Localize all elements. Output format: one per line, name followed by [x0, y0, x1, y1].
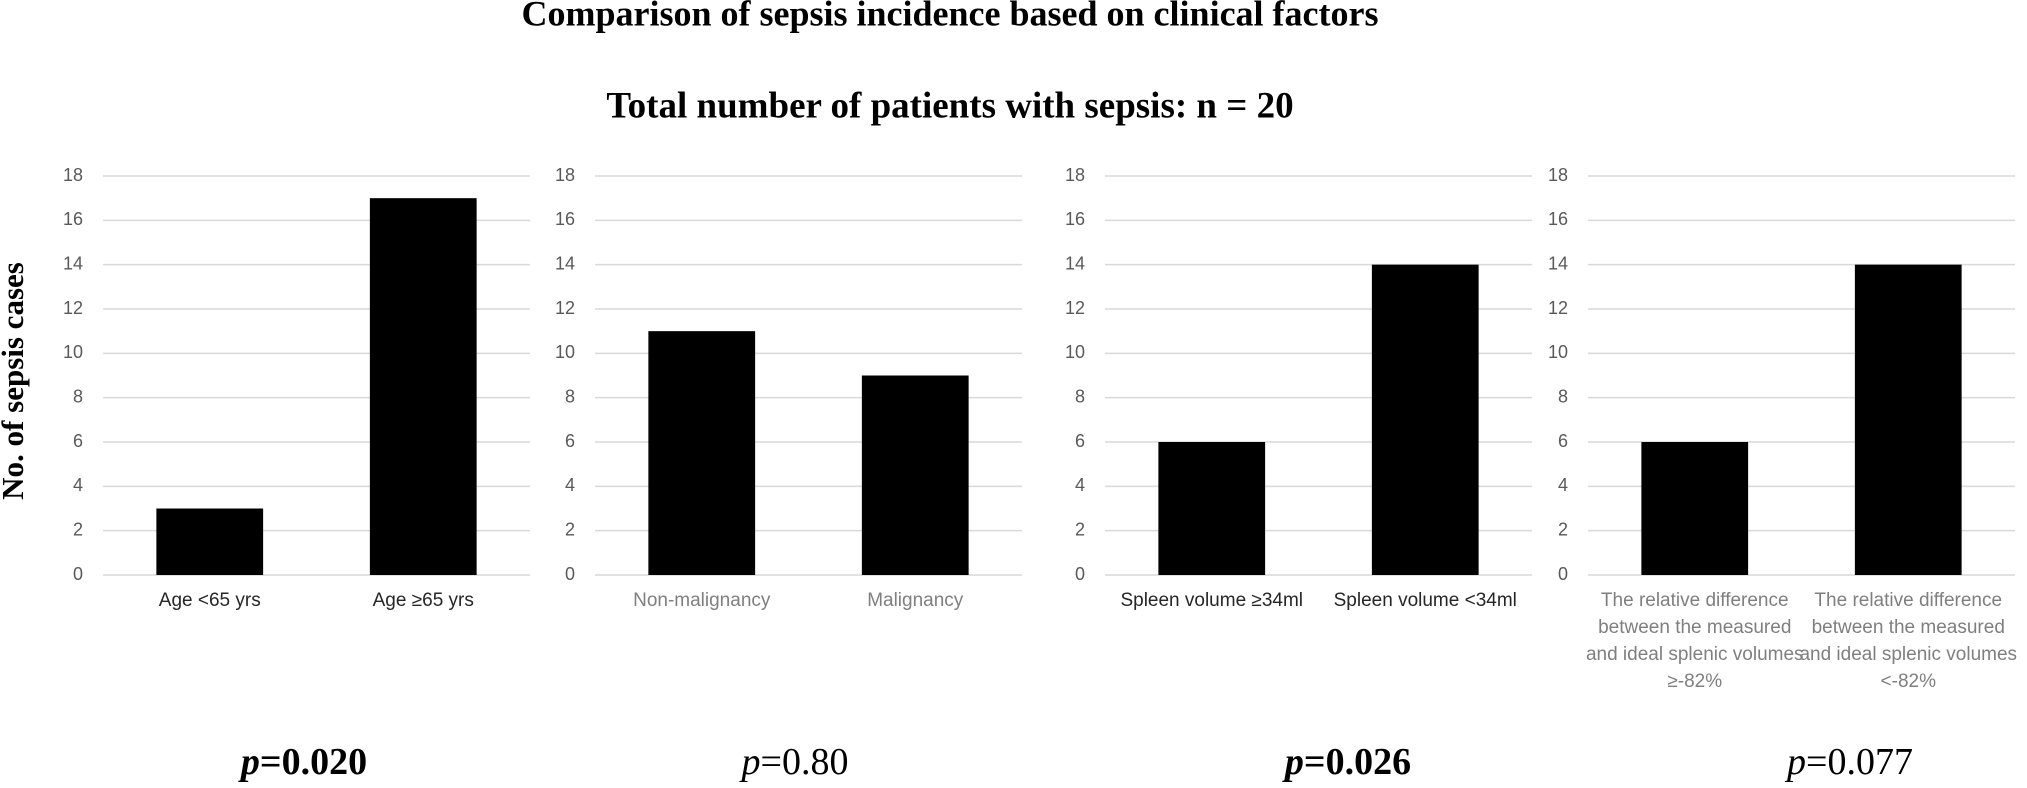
- y-tick-label: 12: [63, 298, 83, 318]
- bar: [1371, 264, 1479, 575]
- y-tick-label: 0: [73, 564, 83, 584]
- y-tick-label: 6: [1558, 431, 1568, 451]
- p-text: =0.80: [760, 741, 849, 783]
- y-tick-label: 6: [73, 431, 83, 451]
- p-text: =0.020: [259, 741, 368, 783]
- p-value: p=0.077: [1700, 740, 2000, 784]
- y-tick-label: 18: [63, 165, 83, 185]
- y-tick-label: 16: [1548, 209, 1568, 229]
- y-tick-label: 4: [73, 475, 83, 495]
- bar: [648, 331, 756, 575]
- chart-subtitle: Total number of patients with sepsis: n …: [606, 85, 1293, 126]
- y-tick-label: 0: [1075, 564, 1085, 584]
- y-tick-label: 10: [63, 342, 83, 362]
- p-symbol: p: [741, 741, 761, 783]
- x-tick-label: Spleen volume ≥34ml: [1120, 590, 1304, 611]
- bar: [1854, 264, 1962, 575]
- y-tick-label: 10: [555, 342, 575, 362]
- y-tick-label: 8: [73, 386, 83, 406]
- y-tick-label: 0: [1558, 564, 1568, 584]
- y-tick-label: 18: [555, 165, 575, 185]
- p-text: =0.026: [1303, 741, 1412, 783]
- p-symbol: p: [1787, 741, 1807, 783]
- y-tick-label: 8: [1075, 386, 1085, 406]
- y-tick-label: 16: [63, 209, 83, 229]
- bar: [1158, 442, 1266, 575]
- y-tick-label: 2: [1075, 519, 1085, 539]
- y-tick-label: 0: [565, 564, 575, 584]
- bar: [1641, 442, 1749, 575]
- x-tick-label: Age ≥65 yrs: [372, 590, 474, 611]
- x-tick-label: Spleen volume <34ml: [1333, 590, 1517, 611]
- bar: [369, 198, 477, 575]
- y-tick-label: 2: [1558, 519, 1568, 539]
- y-tick-label: 6: [1075, 431, 1085, 451]
- bar: [861, 375, 969, 575]
- y-tick-label: 2: [73, 519, 83, 539]
- y-tick-label: 14: [1548, 253, 1568, 273]
- y-tick-label: 18: [1065, 165, 1085, 185]
- p-value: p=0.80: [645, 740, 945, 784]
- y-axis-label: No. of sepsis cases: [0, 262, 30, 500]
- y-tick-label: 10: [1548, 342, 1568, 362]
- p-symbol: p: [240, 741, 260, 783]
- y-tick-label: 16: [1065, 209, 1085, 229]
- y-tick-label: 6: [565, 431, 575, 451]
- p-value: p=0.026: [1198, 740, 1498, 784]
- bar: [156, 508, 264, 575]
- y-tick-label: 4: [1075, 475, 1085, 495]
- y-tick-label: 16: [555, 209, 575, 229]
- y-tick-label: 14: [1065, 253, 1085, 273]
- p-symbol: p: [1284, 741, 1304, 783]
- x-tick-label: The relative difference between the meas…: [1799, 590, 2018, 692]
- y-tick-label: 8: [1558, 386, 1568, 406]
- p-text: =0.077: [1806, 741, 1913, 783]
- y-tick-label: 18: [1548, 165, 1568, 185]
- x-tick-label: Non-malignancy: [633, 590, 771, 611]
- x-tick-label: The relative difference between the meas…: [1585, 590, 1804, 692]
- y-tick-label: 12: [1548, 298, 1568, 318]
- y-tick-label: 4: [1558, 475, 1568, 495]
- y-tick-label: 14: [63, 253, 83, 273]
- y-tick-label: 14: [555, 253, 575, 273]
- y-tick-label: 12: [1065, 298, 1085, 318]
- y-tick-label: 8: [565, 386, 575, 406]
- y-tick-label: 4: [565, 475, 575, 495]
- y-tick-label: 12: [555, 298, 575, 318]
- p-value: p=0.020: [154, 740, 454, 784]
- y-tick-label: 10: [1065, 342, 1085, 362]
- x-tick-label: Malignancy: [867, 590, 964, 611]
- y-tick-label: 2: [565, 519, 575, 539]
- chart-title: Comparison of sepsis incidence based on …: [521, 0, 1378, 33]
- x-tick-label: Age <65 yrs: [158, 590, 261, 611]
